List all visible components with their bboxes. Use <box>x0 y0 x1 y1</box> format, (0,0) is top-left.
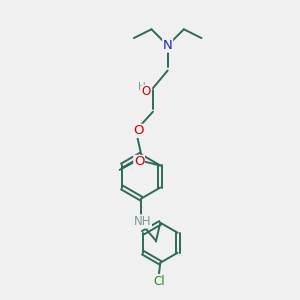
Text: N: N <box>163 39 172 52</box>
Text: NH: NH <box>134 215 152 228</box>
Text: O: O <box>134 155 144 168</box>
Text: Cl: Cl <box>153 274 165 287</box>
Text: H: H <box>138 82 146 92</box>
Text: O: O <box>133 124 143 137</box>
Text: O: O <box>142 85 151 98</box>
